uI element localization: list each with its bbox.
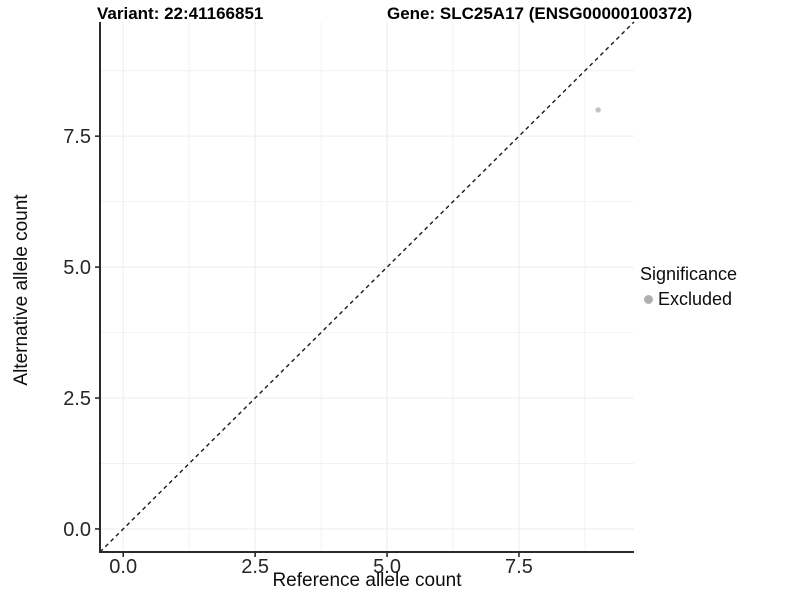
y-axis-title: Alternative allele count: [11, 194, 32, 386]
legend-item-label: Excluded: [658, 289, 733, 309]
legend-marker-excluded-icon: [644, 295, 653, 304]
x-tick-label: 0.0: [109, 556, 137, 578]
data-point: [595, 107, 601, 113]
legend: Significance Excluded: [638, 264, 737, 310]
y-tick-label: 5.0: [63, 257, 91, 279]
plot-title-variant: Variant: 22:41166851: [97, 4, 264, 23]
y-tick-label: 0.0: [63, 519, 91, 541]
legend-title: Significance: [640, 264, 738, 284]
identity-dashed-line: [99, 21, 635, 553]
x-tick-label: 7.5: [505, 556, 533, 578]
plot-title-gene: Gene: SLC25A17 (ENSG00000100372): [387, 4, 693, 23]
legend-item-excluded: Excluded: [638, 289, 737, 310]
x-tick-label: 5.0: [373, 556, 401, 578]
y-tick-label: 2.5: [63, 388, 91, 410]
x-axis-title: Reference allele count: [272, 570, 462, 591]
y-tick-label: 7.5: [63, 126, 91, 148]
x-tick-label: 2.5: [241, 556, 269, 578]
